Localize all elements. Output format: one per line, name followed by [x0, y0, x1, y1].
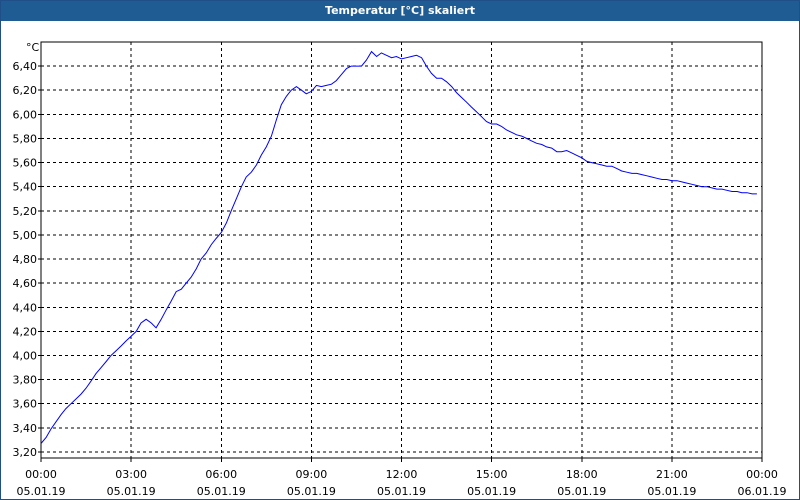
x-tick-date-label: 05.01.19 — [107, 485, 156, 498]
y-tick-label: 4,80 — [13, 253, 38, 266]
x-axis: 00:00 05.01.19 03:00 05.01.19 06:00 05.01.19 0… — [17, 468, 787, 498]
x-tick-date-label: 05.01.19 — [647, 485, 696, 498]
x-tick-time-label: 09:00 — [296, 468, 328, 481]
x-tick-time-label: 00:00 — [25, 468, 57, 481]
y-axis-unit-label: °C — [26, 41, 40, 54]
y-tick-label: 4,20 — [13, 325, 38, 338]
x-tick-date-label: 05.01.19 — [287, 485, 336, 498]
x-tick-time-label: 00:00 — [746, 468, 778, 481]
y-axis: 3,20 3,40 3,60 3,80 4,00 4,20 4,40 4,60 4,80 5,00… — [13, 60, 38, 459]
y-tick-label: 4,00 — [13, 350, 38, 363]
y-tick-label: 6,00 — [13, 108, 38, 121]
y-tick-label: 5,80 — [13, 132, 38, 145]
y-tick-label: 5,40 — [13, 181, 38, 194]
y-tick-label: 6,20 — [13, 84, 38, 97]
temperature-series-line — [40, 50, 757, 444]
temperature-chart: 3,20 3,40 3,60 3,80 4,00 4,20 4,40 4,60 4,80 5,00… — [13, 41, 787, 498]
x-tick-time-label: 21:00 — [656, 468, 688, 481]
plot-frame — [40, 41, 763, 459]
x-tick-time-label: 15:00 — [476, 468, 508, 481]
y-tick-label: 3,40 — [13, 422, 38, 435]
y-tick-label: 3,20 — [13, 446, 38, 459]
y-tick-label: 5,20 — [13, 205, 38, 218]
x-tick-date-label: 05.01.19 — [377, 485, 426, 498]
y-tick-label: 4,60 — [13, 277, 38, 290]
y-tick-label: 6,40 — [13, 60, 38, 73]
chart-title-bar: Temperatur [°C] skaliert — [1, 1, 799, 21]
y-tick-label: 3,80 — [13, 374, 38, 387]
x-tick-date-label: 05.01.19 — [197, 485, 246, 498]
chart-title: Temperatur [°C] skaliert — [325, 4, 475, 17]
x-tick-time-label: 06:00 — [205, 468, 237, 481]
y-tick-label: 5,60 — [13, 157, 38, 170]
x-tick-time-label: 03:00 — [115, 468, 147, 481]
chart-grid — [38, 42, 763, 462]
y-tick-label: 5,00 — [13, 229, 38, 242]
y-tick-label: 3,60 — [13, 398, 38, 411]
x-tick-date-label: 06.01.19 — [738, 485, 787, 498]
x-tick-time-label: 12:00 — [386, 468, 418, 481]
x-tick-date-label: 05.01.19 — [557, 485, 606, 498]
x-tick-date-label: 05.01.19 — [467, 485, 516, 498]
x-tick-time-label: 18:00 — [566, 468, 598, 481]
y-tick-label: 4,40 — [13, 301, 38, 314]
x-tick-date-label: 05.01.19 — [17, 485, 66, 498]
